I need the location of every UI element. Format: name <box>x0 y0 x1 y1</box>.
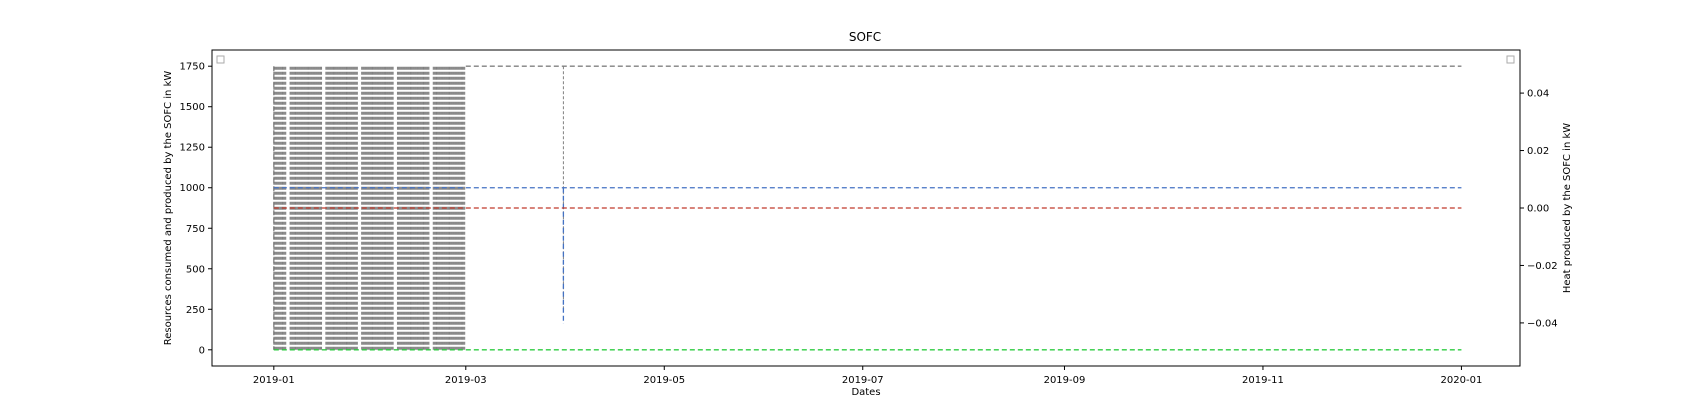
y-right-tick-label: 0.00 <box>1527 204 1549 215</box>
x-tick-label: 2019-09 <box>1044 375 1086 386</box>
chart-title: SOFC <box>849 30 881 44</box>
y-left-tick-label: 0 <box>199 345 205 356</box>
x-tick-label: 2019-07 <box>842 375 884 386</box>
y-left-tick-label: 1250 <box>180 143 205 154</box>
ticks-layer: 2019-01 2019-03 2019-05 2019-07 2019-09 2019-… <box>180 62 1558 386</box>
y-left-tick-label: 1750 <box>180 62 205 73</box>
series-layer <box>273 65 1462 351</box>
y-left-tick-label: 1500 <box>180 102 205 113</box>
y-left-tick-label: 750 <box>186 224 205 235</box>
series-1 <box>273 187 1462 324</box>
plot-frame <box>211 49 1521 367</box>
x-tick-label: 2019-03 <box>445 375 487 386</box>
y-right-tick-label: 0.04 <box>1527 89 1549 100</box>
x-tick-label: 2019-11 <box>1242 375 1284 386</box>
y-axis-left-title: Resources consumed and produced by the S… <box>163 71 174 346</box>
legend-right[interactable] <box>1506 55 1515 64</box>
x-axis-title: Dates <box>851 387 880 398</box>
y-left-tick-label: 1000 <box>180 183 205 194</box>
y-right-tick-label: −0.02 <box>1527 261 1558 272</box>
y-left-tick-label: 250 <box>186 305 205 316</box>
y-left-tick-label: 500 <box>186 264 205 275</box>
y-axis-right-title: Heat produced by the SOFC in kW <box>1562 123 1573 293</box>
x-tick-label: 2019-01 <box>253 375 295 386</box>
y-right-tick-label: 0.02 <box>1527 146 1549 157</box>
y-right-tick-label: −0.04 <box>1527 318 1558 329</box>
legend-left[interactable] <box>216 55 225 64</box>
x-tick-label: 2020-01 <box>1441 375 1483 386</box>
x-tick-label: 2019-05 <box>643 375 685 386</box>
